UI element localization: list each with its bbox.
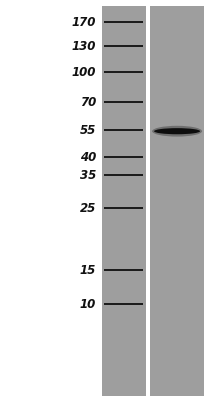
Bar bbox=[102, 6, 146, 396]
Text: 35: 35 bbox=[80, 169, 96, 182]
Ellipse shape bbox=[154, 128, 200, 134]
Bar bbox=[150, 6, 204, 396]
Text: 40: 40 bbox=[80, 151, 96, 164]
Text: 10: 10 bbox=[80, 298, 96, 310]
Text: 100: 100 bbox=[72, 66, 96, 78]
Text: 55: 55 bbox=[80, 124, 96, 136]
Text: 70: 70 bbox=[80, 96, 96, 108]
Text: 130: 130 bbox=[72, 40, 96, 52]
Text: 25: 25 bbox=[80, 202, 96, 214]
Bar bbox=[146, 6, 150, 396]
Ellipse shape bbox=[152, 126, 202, 136]
Text: 170: 170 bbox=[72, 16, 96, 28]
Text: 15: 15 bbox=[80, 264, 96, 276]
